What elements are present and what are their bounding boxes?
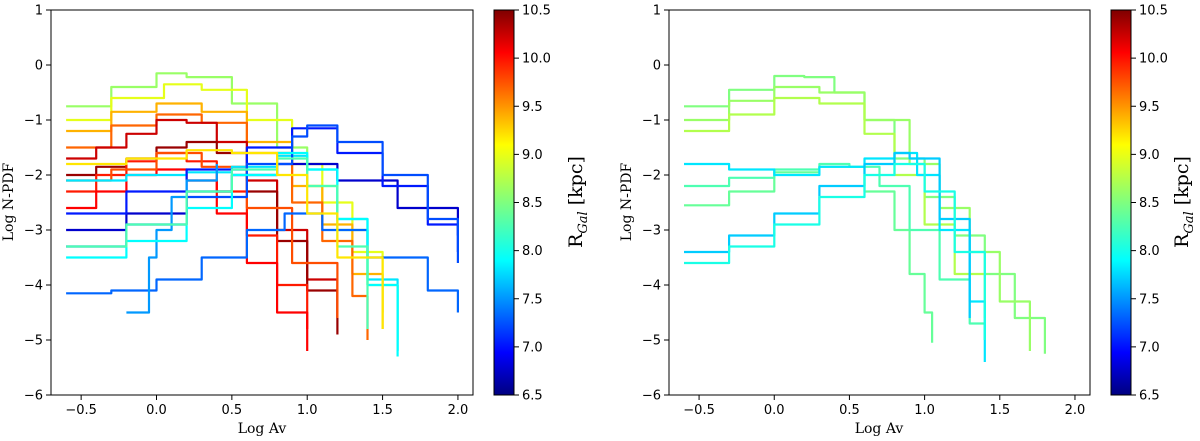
- right-y-tick-label: −1: [642, 114, 661, 129]
- left-colorbar-tick-label: 6.5: [522, 389, 543, 404]
- left-colorbar-tick-label: 9.5: [522, 100, 543, 115]
- left-colorbar-label-unit: [kpc]: [565, 156, 587, 211]
- left-series-line-14: [66, 212, 459, 313]
- left-colorbar-tick-label: 7.5: [522, 292, 543, 307]
- left-y-tick-label: −5: [24, 334, 43, 349]
- right-colorbar-label: RGal [kpc]: [1171, 156, 1197, 248]
- right-y-tick-label: −5: [642, 334, 661, 349]
- right-y-tick-label: −3: [642, 224, 661, 239]
- right-y-tick-label: −2: [642, 169, 661, 184]
- left-colorbar-label-sub: Gal: [576, 211, 591, 233]
- left-colorbar-tick-label: 7.0: [522, 340, 543, 355]
- left-x-tick-label: 0.0: [146, 403, 167, 418]
- right-y-ticks: −6 −5 −4 −3 −2 −1 0 1: [642, 4, 669, 404]
- left-colorbar-tick-label: 10.0: [522, 52, 551, 67]
- left-y-tick-label: −3: [24, 224, 43, 239]
- right-x-tick-label: 0.0: [764, 403, 785, 418]
- left-colorbar-tick-label: 8.5: [522, 196, 543, 211]
- left-colorbar-tick-label: 9.0: [522, 148, 543, 163]
- left-x-tick-label: 2.0: [448, 403, 469, 418]
- left-series-line-2: [66, 83, 384, 313]
- right-colorbar-tick-label: 9.5: [1139, 100, 1160, 115]
- left-y-tick-label: −2: [24, 169, 43, 184]
- left-series-line-3: [66, 102, 384, 329]
- right-colorbar-tick-label: 10.0: [1139, 52, 1168, 67]
- right-colorbar-tick-label: 8.0: [1139, 244, 1160, 259]
- left-colorbar-ticks: 6.5 7.0 7.5 8.0 8.5 9.0 9.5 10.0 10.5: [514, 4, 551, 404]
- right-y-tick-label: 1: [653, 4, 661, 19]
- right-colorbar-tick-label: 8.5: [1139, 196, 1160, 211]
- right-colorbar-tick-label: 7.0: [1139, 340, 1160, 355]
- left-x-tick-label: 1.5: [372, 403, 393, 418]
- right-colorbar-tick-label: 7.5: [1139, 292, 1160, 307]
- right-y-tick-label: −6: [642, 389, 661, 404]
- right-colorbar-tick-label: 6.5: [1139, 389, 1160, 404]
- left-y-tick-label: 1: [35, 4, 43, 19]
- left-plot-frame: [50, 9, 474, 396]
- right-y-tick-label: 0: [653, 59, 661, 74]
- right-colorbar-tick-label: 10.5: [1139, 4, 1168, 19]
- left-colorbar: [493, 9, 515, 396]
- left-series-line-13: [66, 124, 459, 263]
- left-x-axis-label: Log Av: [238, 421, 287, 437]
- left-colorbar-tick-label: 10.5: [522, 4, 551, 19]
- right-y-axis-label: Log N-PDF: [619, 162, 635, 241]
- left-x-tick-label: 1.0: [297, 403, 318, 418]
- right-colorbar-label-r: R: [1171, 233, 1193, 248]
- left-y-axis-label: Log N-PDF: [1, 162, 17, 241]
- right-series-line-2: [684, 85, 1031, 351]
- left-y-tick-label: 0: [35, 59, 43, 74]
- left-x-tick-label: 0.5: [222, 403, 243, 418]
- right-y-tick-label: −4: [642, 279, 661, 294]
- left-y-tick-label: −6: [24, 389, 43, 404]
- right-x-tick-label: 1.5: [989, 403, 1010, 418]
- right-x-tick-label: −0.5: [683, 403, 715, 418]
- left-series-group: [66, 72, 459, 357]
- left-colorbar-label: RGal [kpc]: [565, 156, 591, 248]
- left-x-ticks: −0.5 0.0 0.5 1.0 1.5 2.0: [65, 395, 468, 418]
- left-series-line-9: [66, 151, 339, 318]
- left-colorbar-tick-label: 8.0: [522, 244, 543, 259]
- right-x-axis-label: Log Av: [855, 421, 904, 437]
- left-y-tick-label: −4: [24, 279, 43, 294]
- left-y-tick-label: −1: [24, 114, 43, 129]
- right-colorbar: [1110, 9, 1132, 396]
- left-series-line-5: [66, 118, 339, 318]
- left-series-line-7: [66, 151, 309, 329]
- right-series-line-8: [684, 162, 986, 340]
- right-x-tick-label: 2.0: [1065, 403, 1086, 418]
- right-x-ticks: −0.5 0.0 0.5 1.0 1.5 2.0: [683, 395, 1085, 418]
- right-x-tick-label: 1.0: [914, 403, 935, 418]
- right-series-line-4: [684, 165, 934, 343]
- left-series-line-15: [126, 164, 218, 314]
- right-x-tick-label: 0.5: [839, 403, 860, 418]
- right-colorbar-ticks: 6.5 7.0 7.5 8.0 8.5 9.0 9.5 10.0 10.5: [1131, 4, 1168, 404]
- right-colorbar-label-sub: Gal: [1182, 211, 1197, 233]
- left-series-line-18: [66, 149, 384, 329]
- left-series-line-6: [66, 140, 339, 335]
- right-panel: −0.5 0.0 0.5 1.0 1.5 2.0 −6 −5 −4 −3 −2 −1 0 1 Log A…: [619, 4, 1197, 438]
- left-x-tick-label: −0.5: [65, 403, 97, 418]
- left-colorbar-label-r: R: [565, 233, 587, 248]
- right-series-group: [684, 74, 1046, 362]
- left-panel: −0.5 0.0 0.5 1.0 1.5 2.0 −6 −5 −4 −3 −2 −1 0 1 Log A…: [1, 4, 591, 438]
- right-series-line-7: [684, 151, 971, 318]
- right-plot-frame: [668, 9, 1091, 396]
- right-colorbar-tick-label: 9.0: [1139, 148, 1160, 163]
- left-y-ticks: −6 −5 −4 −3 −2 −1 0 1: [24, 4, 51, 404]
- right-colorbar-label-unit: [kpc]: [1171, 156, 1193, 211]
